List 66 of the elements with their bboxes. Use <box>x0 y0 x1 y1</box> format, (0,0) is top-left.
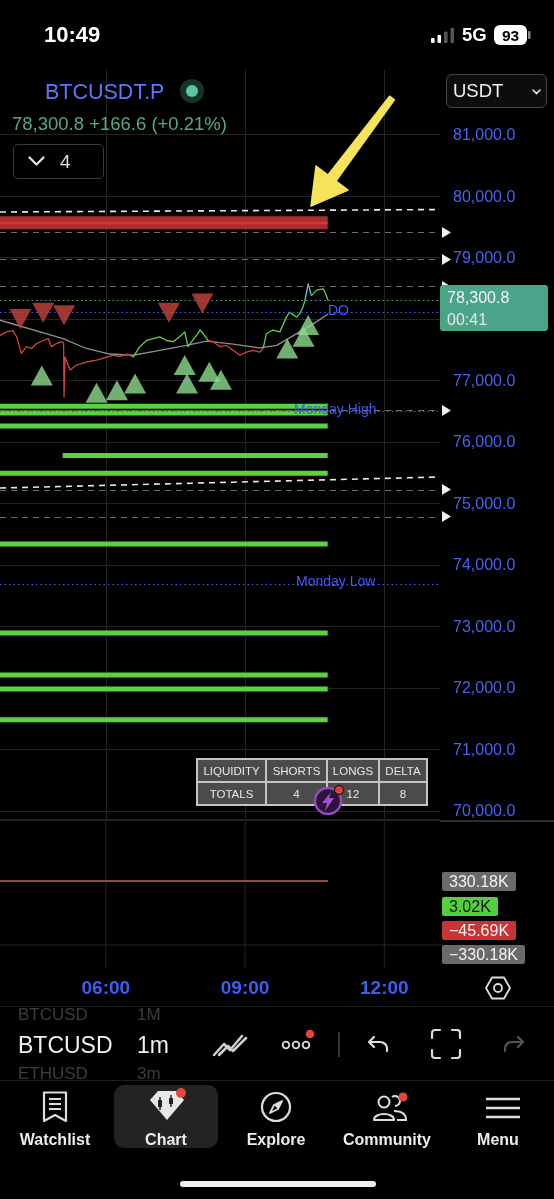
point <box>9 308 32 329</box>
y-tick-label: 75,000.0 <box>453 494 516 512</box>
line-series <box>207 339 264 356</box>
y-tick-label: 71,000.0 <box>453 740 516 758</box>
y-tick-label: 81,000.0 <box>453 126 516 144</box>
point <box>276 338 299 359</box>
ref-line-label: Monday Low <box>296 573 376 591</box>
annotation: 8 <box>399 786 407 801</box>
y-tick-label: 73,000.0 <box>453 617 516 635</box>
y-tick-label: 74,000.0 <box>453 556 516 574</box>
text: USDT <box>453 80 504 102</box>
text: 93 <box>501 25 520 45</box>
y-tick-label: 79,000.0 <box>453 249 516 266</box>
text: BTCUSDT.P <box>45 79 165 105</box>
text: −330.18K <box>442 944 525 964</box>
text: Watchlist <box>19 1129 91 1149</box>
point <box>124 373 147 394</box>
point <box>209 369 232 390</box>
y-tick-label: 70,000.0 <box>453 802 516 820</box>
point <box>297 315 320 336</box>
text: 5G <box>462 24 487 46</box>
text: Menu <box>477 1129 519 1149</box>
ref-line-label: DO <box>328 301 349 319</box>
text: BTCUSD <box>18 1031 113 1059</box>
text: 1m <box>137 1031 169 1059</box>
point <box>176 373 199 394</box>
line-series <box>132 329 209 358</box>
point <box>191 293 214 314</box>
text: 1M <box>137 1005 161 1025</box>
point <box>157 302 180 323</box>
y-tick-label: 76,000.0 <box>453 433 516 451</box>
text: 330.18K <box>442 871 516 891</box>
annotation: TOTALS <box>209 786 254 801</box>
ref-line-label: Monday High <box>294 400 377 418</box>
y-tick-label: 72,000.0 <box>453 679 516 697</box>
text: BTCUSD <box>18 1005 88 1025</box>
text: 00:41 <box>447 309 488 329</box>
annotation: 4 <box>293 786 300 801</box>
point <box>53 305 76 326</box>
point <box>32 302 55 323</box>
annotation: LONGS <box>332 763 374 778</box>
point <box>105 380 128 401</box>
text: 78,300.8 +166.6 (+0.21%) <box>12 113 227 135</box>
x-tick-label: 12:00 <box>360 977 409 998</box>
x-tick-label: 06:00 <box>81 977 131 998</box>
point <box>173 355 196 376</box>
line-series <box>310 288 329 302</box>
annotation: LIQUIDITY <box>203 763 260 778</box>
text: Community <box>343 1129 431 1149</box>
x-tick-label: 09:00 <box>220 977 270 998</box>
text: −45.69K <box>442 920 517 940</box>
text: Explore <box>246 1129 306 1149</box>
ref-line-label: 78,300.8 <box>447 287 510 307</box>
annotation: 12 <box>346 786 360 801</box>
text: 3.02K <box>442 896 498 916</box>
point <box>85 382 108 403</box>
y-tick-label: 80,000.0 <box>453 187 516 205</box>
text: 3m <box>137 1064 161 1084</box>
text: Chart <box>145 1129 187 1149</box>
point <box>30 365 53 386</box>
y-tick-label: 77,000.0 <box>453 371 516 389</box>
text: ETHUSD <box>18 1064 88 1084</box>
text: 10:49 <box>44 22 101 48</box>
annotation: DELTA <box>385 763 421 778</box>
annotation: 4 <box>60 149 71 173</box>
annotation: SHORTS <box>272 763 321 778</box>
